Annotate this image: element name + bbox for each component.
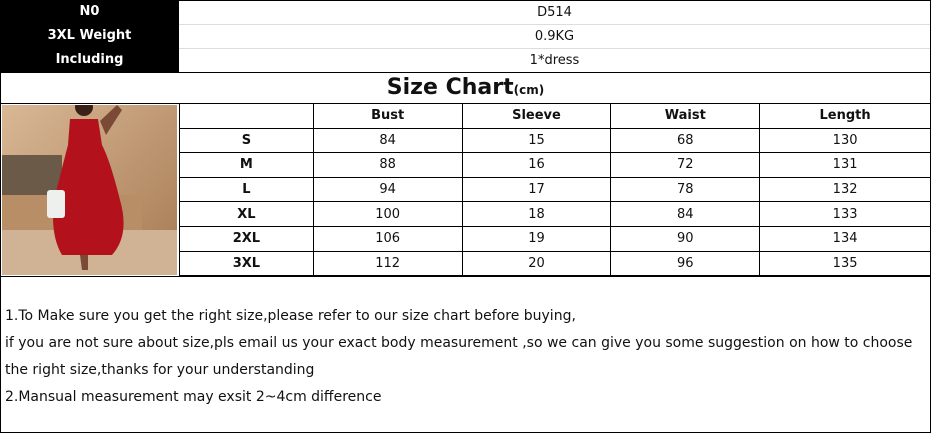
sleeve-cell: 16 [461,152,612,178]
sleeve-cell: 19 [461,225,612,252]
sleeve-cell: 18 [461,201,612,227]
size-cell: M [179,152,314,178]
header-waist: Waist [610,103,761,129]
bust-cell: 84 [312,127,463,154]
table-row: 3XL 112 20 96 135 [179,250,931,277]
length-cell: 131 [759,152,931,178]
length-cell: 132 [759,176,931,203]
size-cell: 3XL [179,250,314,277]
waist-cell: 96 [610,250,761,277]
sleeve-cell: 15 [461,127,612,154]
value-no: D514 [179,1,930,25]
size-cell: L [179,176,314,203]
notes: 1.To Make sure you get the right size,pl… [0,276,931,433]
bust-cell: 94 [312,176,463,203]
info-labels: N0 3XL Weight Including [0,0,179,73]
title-text: Size Chart [386,75,514,100]
note-line: 1.To Make sure you get the right size,pl… [5,308,576,324]
waist-cell: 90 [610,225,761,252]
bust-cell: 100 [312,201,463,227]
table-header-row: Bust Sleeve Waist Length [179,103,931,129]
header-length: Length [759,103,931,129]
label-including: Including [55,52,124,67]
info-values: D514 0.9KG 1*dress [179,0,931,73]
table-row: L 94 17 78 132 [179,176,931,203]
sleeve-cell: 20 [461,250,612,277]
size-cell: S [179,127,314,154]
bust-cell: 106 [312,225,463,252]
header-sleeve: Sleeve [461,103,612,129]
value-including: 1*dress [529,53,580,68]
table-row: XL 100 18 84 133 [179,201,931,227]
waist-cell: 68 [610,127,761,154]
sleeve-cell: 17 [461,176,612,203]
size-table: Bust Sleeve Waist Length S 84 15 68 130 M 88 1… [179,103,931,277]
length-cell: 135 [759,250,931,277]
table-row: M 88 16 72 131 [179,152,931,178]
note-line: if you are not sure about size,pls email… [5,335,913,351]
length-cell: 133 [759,201,931,227]
length-cell: 130 [759,127,931,154]
size-chart-title: Size Chart(cm) [0,73,931,104]
size-cell: XL [179,201,314,227]
title-unit: (cm) [513,83,545,97]
length-cell: 134 [759,225,931,252]
label-no: N0 [79,4,100,19]
note-line: the right size,thanks for your understan… [5,362,315,378]
waist-cell: 72 [610,152,761,178]
bust-cell: 88 [312,152,463,178]
value-weight: 0.9KG [179,25,930,49]
table-row: S 84 15 68 130 [179,127,931,154]
header-bust: Bust [312,103,463,129]
note-line: 2.Mansual measurement may exsit 2~4cm di… [5,389,382,405]
table-row: 2XL 106 19 90 134 [179,225,931,252]
waist-cell: 78 [610,176,761,203]
header-size [179,103,314,129]
size-cell: 2XL [179,225,314,252]
label-weight: 3XL Weight [47,28,132,43]
waist-cell: 84 [610,201,761,227]
bust-cell: 112 [312,250,463,277]
product-photo [2,105,177,275]
